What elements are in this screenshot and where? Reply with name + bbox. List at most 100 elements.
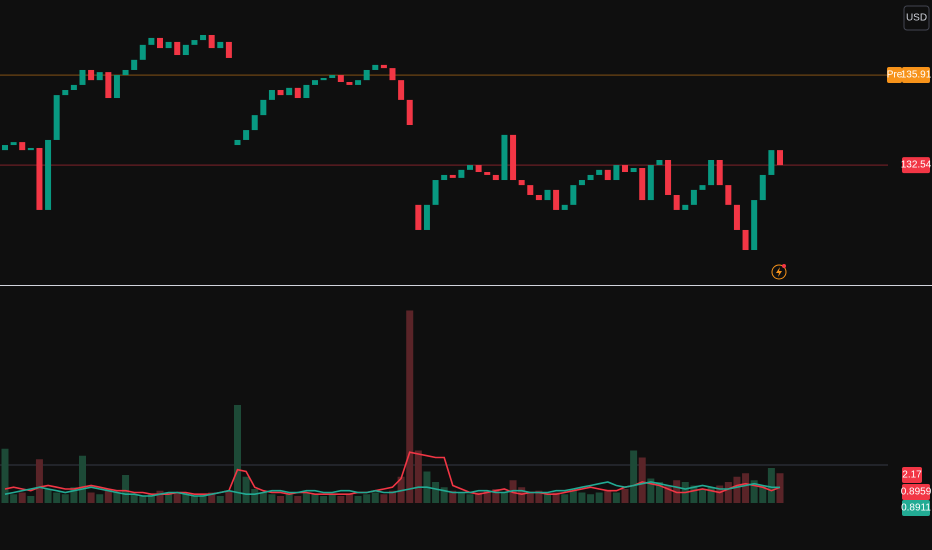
candle-body [613, 165, 620, 181]
candle-body [363, 69, 370, 81]
candle-body [62, 90, 69, 96]
candle-body [622, 165, 628, 173]
candle-body [200, 34, 207, 41]
volume-bar [621, 488, 629, 503]
candle-body [234, 139, 241, 146]
volume-bar [199, 494, 207, 503]
volume-bar [466, 494, 474, 503]
volume-bar [147, 494, 155, 503]
volume-bar [544, 494, 551, 503]
candle-body [88, 69, 95, 81]
candle-body [36, 147, 43, 210]
candle-body [389, 68, 396, 81]
candle-body [380, 64, 387, 69]
candle-body [157, 37, 163, 49]
volume-bar [259, 492, 267, 503]
volume-bar [104, 488, 112, 503]
candle-body [682, 204, 689, 210]
candle-body [751, 200, 758, 251]
candle-body [527, 185, 534, 195]
candle-body [243, 130, 250, 140]
volume-bar [1, 448, 9, 503]
volume-bar [345, 494, 353, 503]
volume-bar [311, 494, 319, 503]
volume-bar [294, 495, 302, 503]
candle-body [587, 174, 594, 181]
candle-body [113, 75, 120, 99]
candle-body [733, 204, 740, 230]
candle-body [441, 174, 448, 181]
candle-body [501, 134, 508, 181]
candle-body [492, 174, 499, 181]
indicator-tag: 0.8911 [901, 503, 931, 514]
candle-body [303, 84, 310, 99]
volume-bar [61, 494, 69, 503]
volume-bar [139, 495, 147, 503]
volume-bar [406, 310, 414, 503]
candle-body [208, 34, 215, 49]
price-tag-label-bg [887, 67, 902, 84]
candle-body [251, 115, 258, 131]
candle-body [70, 84, 77, 91]
indicator-tag-bg [902, 500, 930, 516]
candle-body [518, 180, 525, 186]
candle-body [544, 189, 551, 201]
volume-bar [44, 488, 52, 503]
volume-bar [492, 488, 500, 503]
candle-body [225, 41, 232, 58]
volume-bar [190, 495, 198, 503]
volume-bar [457, 492, 465, 503]
volume-bar [113, 492, 121, 503]
volume-bar [759, 485, 767, 503]
volume-bar [96, 494, 104, 503]
candle-body [2, 145, 8, 151]
volume-bar [432, 481, 440, 503]
currency-label: USD [906, 13, 927, 24]
volume-bar [449, 490, 457, 503]
candle-body [19, 142, 26, 151]
candle-body [260, 99, 267, 116]
volume-bar [35, 459, 43, 503]
candle-body [553, 189, 560, 210]
currency-button[interactable] [903, 5, 930, 31]
indicator-tag: 0.8959 [901, 487, 932, 498]
volume-bar [716, 485, 724, 503]
candle-body [131, 59, 138, 70]
candle-body [148, 37, 155, 45]
candle-body [277, 90, 284, 96]
volume-bar [10, 494, 18, 503]
candle-body [372, 64, 379, 70]
candle-body [79, 69, 86, 85]
volume-bar [414, 450, 422, 503]
volume-bar [173, 492, 181, 503]
volume-bar [277, 495, 285, 503]
candle-body [191, 40, 198, 45]
candle-body [182, 44, 189, 56]
after-hours-icon [771, 264, 787, 280]
volume-bar [251, 488, 259, 503]
volume-bar [53, 492, 61, 503]
volume-bar [165, 494, 173, 503]
candle-body [27, 147, 34, 151]
candle-body [174, 41, 181, 56]
volume-bar [363, 494, 371, 503]
volume-bar [242, 476, 250, 503]
candle-body [398, 80, 405, 100]
candle-body [596, 169, 603, 175]
volume-bar [234, 404, 241, 503]
candle-body [96, 72, 103, 81]
volume-bar [130, 494, 138, 503]
price-tag-bg [902, 67, 930, 84]
price-tag: 132.54 [901, 160, 932, 171]
candle-body [45, 139, 52, 210]
volume-bar [604, 490, 612, 503]
candle-body [510, 134, 517, 181]
volume-bar [733, 476, 741, 503]
price-tag: 135.91 [901, 70, 932, 81]
volume-bar [578, 492, 586, 503]
volume-bar [561, 494, 569, 503]
volume-bar [638, 457, 646, 503]
level-tag: 2.17 [902, 470, 922, 481]
price-tag-bg [902, 157, 930, 174]
